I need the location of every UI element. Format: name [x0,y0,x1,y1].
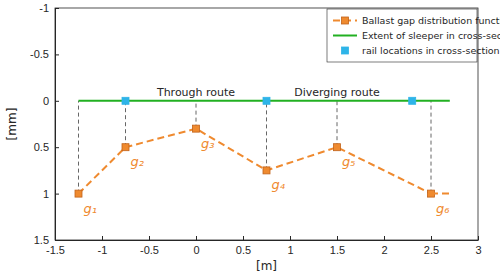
x-tick-mark [102,236,103,240]
connector [337,101,338,147]
marker [263,97,270,104]
x-tick: 0 [193,236,199,256]
x-axis-line [56,240,479,241]
chart: -1.5-1-0.500.511.522.53-1-0.500.511.5Thr… [0,0,500,276]
x-tick-mark [149,236,150,240]
annotation: g₄ [272,177,286,192]
x-tick-label: 0 [193,244,199,256]
x-axis-title: [m] [256,259,277,273]
annotation: g₅ [342,154,355,169]
x-tick-label: 2 [381,244,387,256]
annotations: Through route Diverging route g₁ g₂ g₃ g₄ g₅ g₆ [84,86,450,215]
x-tick-mark [478,236,479,240]
annotation: g₁ [84,201,97,216]
plot: -1.5-1-0.500.511.522.53-1-0.500.511.5Thr… [30,2,500,256]
annotation: g₂ [131,154,144,169]
marker [122,144,129,151]
x-tick: 3 [475,236,481,256]
legend-label: rail locations in cross-section [362,45,500,56]
x-tick-label: 2.5 [424,244,439,256]
y-tick-label: 0 [43,95,49,107]
y-tick: -0.5 [30,48,59,60]
x-tick-label: -0.5 [140,244,159,256]
y-tick-mark [55,194,59,195]
legend: Ballast gap distribution function Extent … [327,9,500,62]
x-tick: 1.5 [330,236,345,256]
x-tick-mark [196,236,197,240]
y-tick-mark [55,101,59,102]
x-tick-label: 3 [475,244,481,256]
x-tick: -1 [98,236,108,256]
x-tick: -0.5 [140,236,159,256]
y-tick: 0 [43,95,59,107]
y-tick-mark [55,54,59,55]
connector [196,101,197,129]
y-tick: 0.5 [34,141,59,153]
x-tick-mark [337,236,338,240]
marker [122,97,129,104]
marker [334,144,341,151]
y-tick-label: -0.5 [30,48,49,60]
legend-marker [342,47,349,54]
y-tick-label: 1 [43,188,49,200]
y-tick: -1 [39,2,59,14]
y-tick: 1 [43,188,59,200]
y-tick-label: -1 [39,2,49,14]
y-tick: 1.5 [34,234,59,246]
x-tick-label: -1 [98,244,108,256]
y-tick-label: 1.5 [34,234,49,246]
series-line [431,193,450,195]
legend-label: Ballast gap distribution function [362,15,500,26]
y-axis-title: [mm] [5,108,19,141]
y-tick-label: 0.5 [34,141,49,153]
marks [75,97,450,197]
y-tick-mark [55,147,59,148]
marker [409,97,416,104]
y-axis-line [55,9,56,241]
marker [263,167,270,174]
annotation: Through route [156,86,235,99]
x-tick-label: 0.5 [236,244,251,256]
connector [125,101,126,147]
legend-line [333,35,357,37]
x-tick-mark [384,236,385,240]
connector [431,101,432,194]
connector [78,101,79,194]
x-axis: -1.5-1-0.500.511.522.53 [46,236,482,256]
legend-label: Extent of sleeper in cross-section [362,30,500,41]
x-tick: 2.5 [424,236,439,256]
x-tick: 1 [287,236,293,256]
annotation: g₆ [436,201,449,216]
y-tick-mark [55,8,59,9]
annotation: g₃ [201,136,214,151]
y-axis: -1 -0.5 0 0.5 1 1.5 [30,2,59,246]
x-tick-label: 1 [287,244,293,256]
y-tick-mark [55,240,59,241]
x-tick: 0.5 [236,236,251,256]
legend-marker [342,17,349,24]
x-tick: 2 [381,236,387,256]
marker [75,190,82,197]
marker [193,125,200,132]
connector [266,101,267,171]
annotation: Diverging route [294,86,380,99]
x-tick-mark [431,236,432,240]
x-tick-mark [243,236,244,240]
x-tick-label: 1.5 [330,244,345,256]
series-line [79,129,432,194]
x-tick-mark [290,236,291,240]
frame [55,8,478,240]
